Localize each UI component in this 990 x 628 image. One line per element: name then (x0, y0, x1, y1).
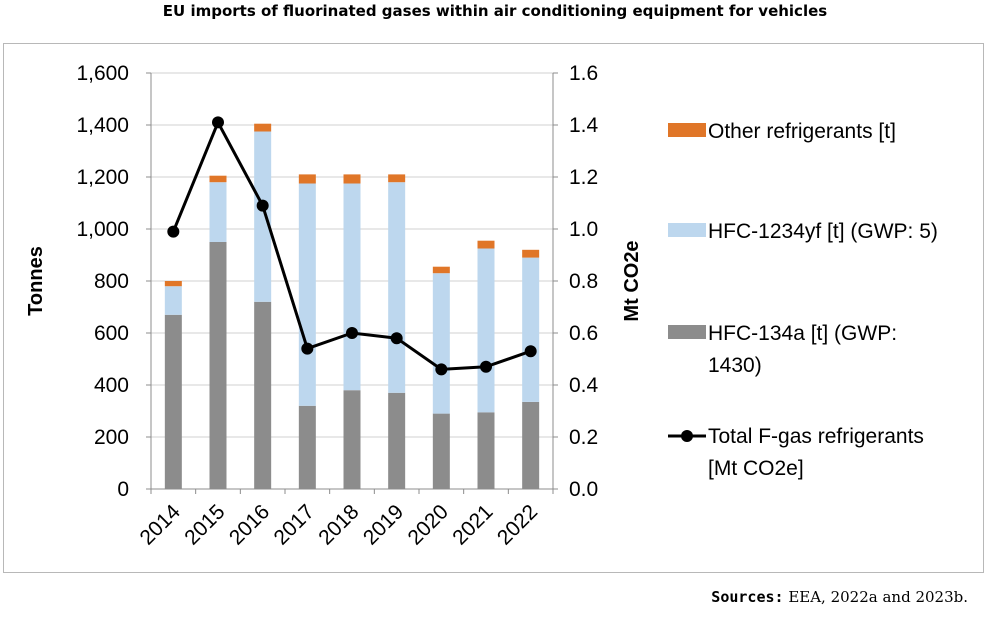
y2-tick-label: 0.2 (569, 426, 598, 449)
bar-segment (343, 390, 361, 489)
y-tick-label: 400 (94, 374, 129, 397)
x-tick-label: 2019 (359, 500, 408, 549)
bar-segment (343, 183, 361, 391)
y-tick-label: 200 (94, 426, 129, 449)
bar-segment (522, 249, 540, 258)
bar-segment (164, 314, 182, 489)
y2-tick-label: 0.0 (569, 478, 598, 501)
x-tick-label: 2016 (225, 500, 274, 549)
y2-tick-label: 1.0 (569, 218, 598, 241)
total-point (346, 327, 358, 339)
bar-segment (209, 175, 227, 183)
legend-swatch (668, 123, 706, 137)
y2-tick-label: 0.8 (569, 270, 598, 293)
y2-tick-label: 1.2 (569, 166, 598, 189)
bar-segment (388, 392, 406, 489)
y2-tick-label: 1.6 (569, 62, 598, 85)
bar-segment (343, 174, 361, 184)
x-tick-label: 2014 (136, 500, 186, 550)
total-point (212, 116, 224, 129)
y-tick-label: 1,400 (76, 114, 129, 137)
y2-tick-label: 0.6 (569, 322, 598, 345)
y-tick-label: 600 (94, 322, 129, 345)
bar-segment (164, 286, 182, 315)
legend-label: 1430) (708, 354, 762, 377)
y-axis-title: Tonnes (25, 246, 47, 316)
y-tick-label: 1,600 (76, 62, 129, 85)
bar-segment (254, 123, 272, 132)
bar-segment (164, 281, 182, 287)
x-tick-label: 2015 (180, 500, 229, 549)
bar-segment (209, 182, 227, 242)
chart-title: EU imports of fluorinated gases within a… (162, 2, 828, 20)
total-point (167, 225, 180, 238)
x-tick-label: 2022 (493, 500, 542, 549)
bar-segment (522, 257, 540, 402)
y2-tick-label: 0.4 (569, 374, 599, 397)
bar-segment (254, 131, 272, 302)
total-point (435, 363, 448, 376)
source-label: Sources: (711, 588, 784, 606)
bar-segment (298, 405, 316, 489)
x-tick-label: 2020 (404, 500, 453, 549)
bar-segment (388, 182, 406, 393)
y2-tick-label: 1.4 (569, 114, 599, 137)
total-point (524, 345, 537, 358)
y-tick-label: 0 (117, 478, 129, 501)
source-text: EEA, 2022a and 2023b. (788, 588, 968, 606)
legend-label: HFC-1234yf [t] (GWP: 5) (708, 220, 938, 243)
legend-label: Other refrigerants [t] (708, 120, 896, 143)
total-point (480, 360, 492, 373)
y2-axis-title: Mt CO2e (621, 240, 643, 321)
bar-segment (432, 266, 450, 274)
bar-segment (432, 273, 450, 414)
bar-segment (254, 301, 272, 489)
legend-label: HFC-134a [t] (GWP: (708, 322, 897, 345)
bar-segment (209, 242, 227, 489)
legend-label: Total F-gas refrigerants (708, 425, 924, 448)
y-tick-label: 1,200 (76, 166, 129, 189)
total-point (256, 199, 269, 212)
source-note: Sources: EEA, 2022a and 2023b. (711, 588, 968, 606)
x-tick-label: 2021 (448, 500, 497, 549)
legend-label: [Mt CO2e] (708, 457, 804, 480)
bar-segment (298, 183, 316, 406)
x-tick-label: 2018 (314, 500, 363, 549)
bar-segment (432, 413, 450, 489)
bar-segment (388, 174, 406, 183)
bar-segment (298, 174, 316, 184)
y-tick-label: 800 (94, 270, 129, 293)
legend-swatch (668, 325, 706, 339)
legend-marker (681, 430, 693, 442)
bar-segment (477, 240, 495, 249)
x-tick-label: 2017 (270, 500, 319, 549)
total-point (390, 332, 403, 345)
total-point (301, 342, 314, 355)
bar-segment (522, 401, 540, 489)
bar-segment (477, 248, 495, 413)
bar-segment (477, 412, 495, 489)
y-tick-label: 1,000 (76, 218, 129, 241)
legend-swatch (668, 223, 706, 237)
